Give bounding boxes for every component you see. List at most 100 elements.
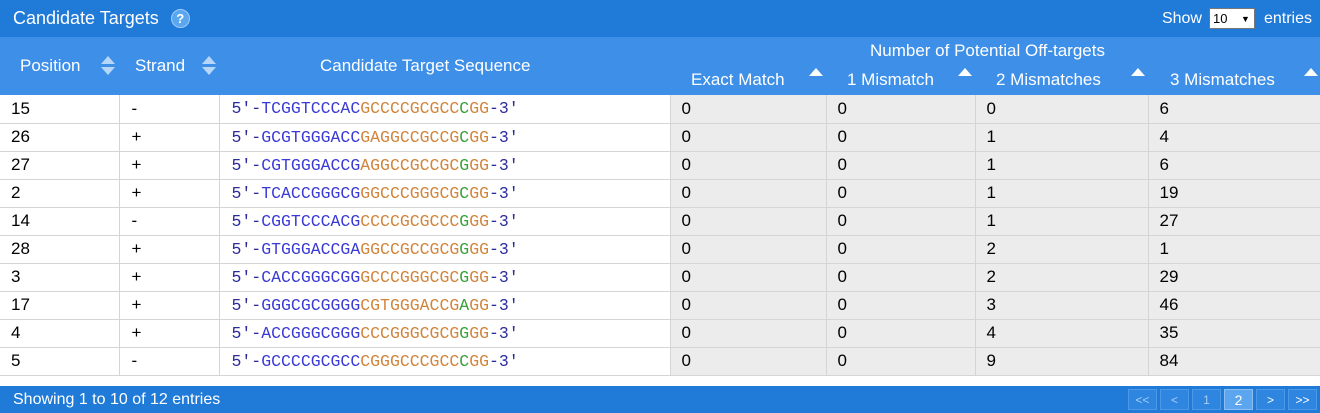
sequence-prefix: 5'-: [231, 323, 262, 343]
sort-icon: [1304, 62, 1318, 82]
col-header-strand[interactable]: Strand: [119, 37, 219, 95]
strand-cell: -: [119, 207, 220, 236]
sequence-seed-blue: GCCCCGCGCC: [261, 351, 361, 371]
first-page-button[interactable]: <<: [1128, 389, 1157, 410]
sort-icon: [202, 56, 216, 76]
table-row: 28 +5'-GTGGGACCGAGGCCGCCGCGGGG-3' 0 0 2 1: [0, 235, 1320, 264]
last-page-button[interactable]: >>: [1288, 389, 1317, 410]
sequence-pam-n: G: [459, 211, 470, 231]
sequence-cell: 5'-GCCCCGCGCCCGGGCCCGCCCGG-3': [219, 347, 671, 376]
position-cell: 14: [0, 207, 120, 236]
sort-icon: [1131, 62, 1145, 82]
previous-page-button[interactable]: <: [1160, 389, 1189, 410]
next-page-button[interactable]: >: [1256, 389, 1285, 410]
sequence-prefix: 5'-: [231, 211, 262, 231]
sequence-cell: 5'-CGGTCCCACGCCCCGCGCCCGGG-3': [219, 207, 671, 236]
exact-match-cell: 0: [670, 207, 827, 236]
sequence-cell: 5'-ACCGGGCGGGCCCGGGCGCGGGG-3': [219, 319, 671, 348]
mismatch-1-cell: 0: [826, 151, 976, 180]
sequence-pam-gg: GG: [469, 155, 489, 175]
mismatch-3-cell: 35: [1148, 319, 1320, 348]
exact-match-cell: 0: [670, 95, 827, 124]
sequence-seed-orange: GGCCCGGGCG: [360, 183, 460, 203]
sequence-pam-n: G: [459, 267, 470, 287]
table-row: 26 +5'-GCGTGGGACCGAGGCCGCCGCGG-3' 0 0 1 4: [0, 123, 1320, 152]
mismatch-1-cell: 0: [826, 291, 976, 320]
sequence-pam-n: C: [459, 127, 470, 147]
candidate-targets-table: Position Strand Candidate Target Sequenc…: [0, 37, 1320, 376]
sequence-suffix: -3': [489, 127, 519, 147]
sequence-seed-blue: GGGCGCGGGG: [261, 295, 361, 315]
sequence-pam-gg: GG: [469, 267, 489, 287]
sequence-suffix: -3': [489, 99, 519, 119]
strand-cell: -: [119, 95, 220, 124]
position-cell: 4: [0, 319, 120, 348]
table-row: 17 +5'-GGGCGCGGGGCGTGGGACCGAGG-3' 0 0 3 46: [0, 291, 1320, 320]
page-1-button[interactable]: 1: [1192, 389, 1221, 410]
col-header-2-mismatches[interactable]: 2 Mismatches: [996, 70, 1101, 89]
sequence-pam-n: A: [459, 295, 470, 315]
mismatch-3-cell: 6: [1148, 151, 1320, 180]
page-length-select[interactable]: 10 ▼: [1208, 8, 1255, 29]
col-header-3-mismatches[interactable]: 3 Mismatches: [1170, 70, 1275, 89]
sequence-pam-gg: GG: [469, 323, 489, 343]
sequence-seed-orange: GAGGCCGCCG: [360, 127, 460, 147]
col-header-exact[interactable]: Exact Match: [691, 70, 785, 89]
strand-cell: +: [119, 151, 220, 180]
mismatch-2-cell: 4: [975, 319, 1149, 348]
sequence-cell: 5'-CGTGGGACCGAGGCCGCCGCGGG-3': [219, 151, 671, 180]
table-row: 2 +5'-TCACCGGGCGGGCCCGGGCGCGG-3' 0 0 1 19: [0, 179, 1320, 208]
panel-header: Candidate Targets ? Show 10 ▼ entries: [0, 0, 1320, 37]
show-label: Show: [1161, 9, 1202, 27]
strand-cell: +: [119, 179, 220, 208]
mismatch-1-cell: 0: [826, 263, 976, 292]
table-info: Showing 1 to 10 of 12 entries: [13, 390, 221, 408]
sequence-pam-n: C: [459, 183, 470, 203]
sequence-pam-gg: GG: [469, 295, 489, 315]
sequence-pam-n: G: [459, 323, 470, 343]
mismatch-3-cell: 4: [1148, 123, 1320, 152]
sequence-pam-n: G: [459, 239, 470, 259]
sequence-cell: 5'-TCGGTCCCACGCCCCGCGCCCGG-3': [219, 95, 671, 124]
sequence-seed-orange: CGTGGGACCG: [360, 295, 460, 315]
sequence-seed-blue: CGGTCCCACG: [261, 211, 361, 231]
mismatch-1-cell: 0: [826, 319, 976, 348]
page-2-button[interactable]: 2: [1224, 389, 1253, 410]
position-cell: 17: [0, 291, 120, 320]
col-header-position[interactable]: Position: [0, 37, 119, 95]
help-icon[interactable]: ?: [170, 9, 190, 28]
sequence-pam-gg: GG: [469, 239, 489, 259]
sequence-cell: 5'-TCACCGGGCGGGCCCGGGCGCGG-3': [219, 179, 671, 208]
sequence-prefix: 5'-: [231, 267, 262, 287]
position-cell: 26: [0, 123, 120, 152]
sequence-cell: 5'-CACCGGGCGGGCCCGGGCGCGGG-3': [219, 263, 671, 292]
pagination: << < 1 2 > >>: [1125, 389, 1317, 410]
sequence-cell: 5'-GTGGGACCGAGGCCGCCGCGGGG-3': [219, 235, 671, 264]
table-row: 3 +5'-CACCGGGCGGGCCCGGGCGCGGG-3' 0 0 2 29: [0, 263, 1320, 292]
sequence-prefix: 5'-: [231, 183, 262, 203]
sequence-seed-orange: AGGCCGCCGC: [360, 155, 460, 175]
mismatch-2-cell: 9: [975, 347, 1149, 376]
mismatch-2-cell: 1: [975, 123, 1149, 152]
col-header-sequence: Candidate Target Sequence: [219, 37, 670, 95]
panel-title: Candidate Targets ?: [13, 8, 190, 29]
sequence-seed-orange: GGCCGCCGCG: [360, 239, 460, 259]
page-length-value: 10: [1212, 11, 1228, 26]
position-cell: 27: [0, 151, 120, 180]
page-length-control: Show 10 ▼ entries: [1162, 8, 1312, 29]
sequence-seed-blue: TCACCGGGCG: [261, 183, 361, 203]
sequence-seed-orange: CGGGCCCGCC: [360, 351, 460, 371]
mismatch-2-cell: 1: [975, 179, 1149, 208]
exact-match-cell: 0: [670, 235, 827, 264]
mismatch-3-cell: 6: [1148, 95, 1320, 124]
sequence-prefix: 5'-: [231, 127, 262, 147]
mismatch-1-cell: 0: [826, 207, 976, 236]
sequence-pam-n: C: [459, 351, 470, 371]
mismatch-1-cell: 0: [826, 235, 976, 264]
sequence-cell: 5'-GGGCGCGGGGCGTGGGACCGAGG-3': [219, 291, 671, 320]
col-header-1-mismatch[interactable]: 1 Mismatch: [847, 70, 934, 89]
mismatch-2-cell: 2: [975, 235, 1149, 264]
sequence-seed-orange: GCCCGGGCGC: [360, 267, 460, 287]
sequence-suffix: -3': [489, 267, 519, 287]
